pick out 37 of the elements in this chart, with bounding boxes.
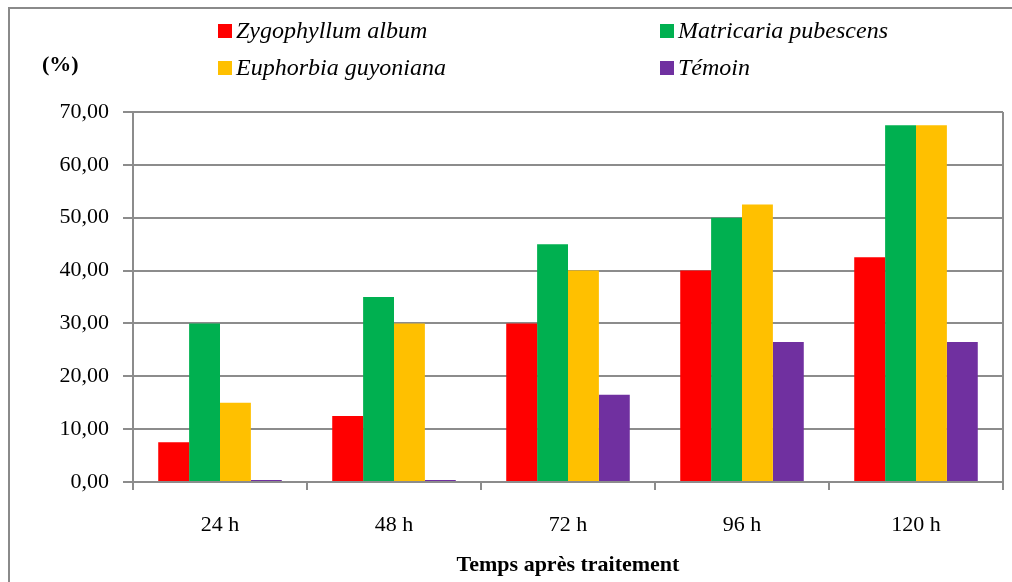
y-tick-label: 60,00 bbox=[59, 150, 109, 176]
bar bbox=[363, 297, 394, 481]
legend-label: Témoin bbox=[678, 54, 750, 81]
legend-label: Matricaria pubescens bbox=[678, 17, 888, 44]
legend-label: Zygophyllum album bbox=[236, 17, 428, 44]
bar bbox=[568, 270, 599, 481]
y-tick-label: 50,00 bbox=[59, 203, 109, 229]
x-axis-title: Temps après traitement bbox=[456, 551, 681, 577]
bar bbox=[772, 341, 804, 481]
y-tick-label: 20,00 bbox=[59, 362, 109, 388]
bar bbox=[537, 244, 568, 481]
bar bbox=[506, 323, 538, 481]
bar bbox=[885, 125, 916, 481]
bar bbox=[158, 442, 190, 481]
bar bbox=[916, 125, 947, 481]
legend-label: Euphorbia guyoniana bbox=[236, 54, 446, 81]
x-tick-label: 96 h bbox=[722, 510, 762, 536]
bar bbox=[394, 323, 425, 481]
bar bbox=[946, 341, 978, 481]
bar bbox=[220, 402, 251, 481]
bar bbox=[332, 415, 364, 481]
bar bbox=[742, 204, 773, 481]
y-tick-label: 70,00 bbox=[59, 97, 109, 123]
bar bbox=[598, 394, 630, 481]
y-tick-label: 30,00 bbox=[59, 309, 109, 335]
y-tick-label: 10,00 bbox=[59, 414, 109, 440]
x-tick-label: 120 h bbox=[891, 510, 941, 536]
bar bbox=[854, 257, 886, 481]
x-tick-label: 24 h bbox=[200, 510, 240, 536]
bar bbox=[680, 270, 712, 481]
x-tick-label: 48 h bbox=[374, 510, 414, 536]
y-tick-label: 40,00 bbox=[59, 256, 109, 282]
bar bbox=[189, 323, 220, 481]
y-axis-title: (%) bbox=[42, 51, 79, 77]
y-tick-label: 0,00 bbox=[70, 467, 109, 493]
bar bbox=[711, 217, 742, 481]
x-tick-label: 72 h bbox=[548, 510, 588, 536]
